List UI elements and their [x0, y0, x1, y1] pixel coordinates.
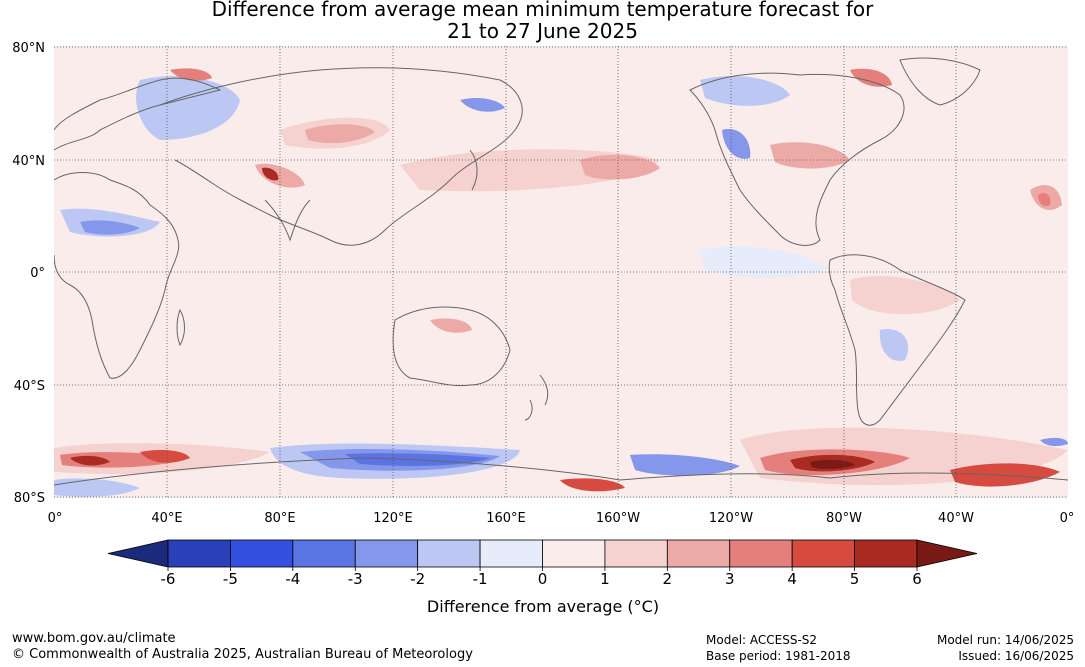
cool-anomaly-weddell — [54, 478, 140, 497]
colorbar-segment — [666, 539, 731, 568]
warm-anomaly-southern-ocean-west-core-2 — [140, 450, 190, 463]
lon-label-0-east: 0° — [1060, 511, 1075, 526]
colorbar-tick-label: -6 — [161, 570, 176, 588]
outline-australia — [392, 306, 511, 387]
colorbar-segment — [230, 539, 294, 568]
outline-africa — [54, 172, 180, 379]
outline-asia — [159, 67, 523, 246]
graticule — [54, 46, 1068, 498]
colorbar: -6 -5 -4 -3 -2 -1 0 1 2 3 4 5 6 Difference from avera… — [107, 539, 978, 616]
lon-label-120e: 120°E — [373, 511, 413, 526]
outline-south-america — [828, 254, 966, 426]
map-title-line-1: Difference from average mean minimum tem… — [211, 0, 874, 21]
warm-anomaly-north-pacific-core — [580, 154, 660, 180]
lon-label-80w: 80°W — [826, 511, 862, 526]
colorbar-segment — [479, 539, 543, 568]
model-name: Model: ACCESS-S2 — [706, 633, 818, 647]
colorbar-tick-label: -5 — [223, 570, 238, 588]
continent-outlines — [54, 57, 1068, 486]
outline-north-america — [689, 72, 905, 246]
lat-label-40s: 40°S — [14, 379, 45, 394]
colorbar-tick-label: 1 — [600, 570, 610, 588]
cool-anomaly-east-siberia — [460, 97, 505, 112]
lat-label-0: 0° — [30, 266, 45, 281]
colorbar-tick-label: 6 — [912, 570, 922, 588]
colorbar-segment — [791, 539, 855, 568]
colorbar-tick-label: -4 — [285, 570, 300, 588]
colorbar-extend-high — [916, 539, 978, 568]
lat-label-80s: 80°S — [14, 491, 45, 506]
warm-anomaly-greenland — [850, 68, 892, 87]
colorbar-segment — [542, 539, 606, 568]
colorbar-tick-label: -3 — [348, 570, 363, 588]
colorbar-segment — [854, 539, 918, 568]
colorbar-extend-low — [107, 539, 169, 568]
warm-anomaly-southern-ocean-west-core — [70, 455, 110, 466]
colorbar-segment — [292, 539, 356, 568]
warm-anomaly-north-australia — [430, 318, 472, 333]
longitude-labels: 0° 40°E 80°E 120°E 160°E 160°W 120°W 80°… — [48, 511, 1075, 526]
cool-anomaly-canada-west — [722, 129, 751, 159]
colorbar-segment — [417, 539, 481, 568]
base-period: Base period: 1981-2018 — [706, 649, 851, 663]
outline-new-zealand — [524, 374, 549, 421]
website-link[interactable]: www.bom.gov.au/climate — [12, 631, 176, 646]
warm-anomaly-ross-sea-north — [560, 478, 625, 492]
warm-anomaly-north-america — [770, 142, 850, 169]
lon-label-120w: 120°W — [709, 511, 753, 526]
cool-anomaly-siberia-west — [136, 76, 240, 140]
warm-anomaly-amazon — [850, 276, 960, 315]
lat-label-40n: 40°N — [12, 154, 45, 169]
outline-antarctica — [54, 457, 1068, 486]
colorbar-tick-label: 2 — [663, 570, 673, 588]
colorbar-label: Difference from average (°C) — [427, 597, 659, 616]
outline-greenland — [899, 57, 981, 106]
warm-anomaly-tibet-core — [262, 167, 279, 181]
model-run-date: Model run: 14/06/2025 — [936, 633, 1074, 647]
colorbar-segment — [354, 539, 419, 568]
colorbar-tick-label: -2 — [410, 570, 425, 588]
lon-label-40w: 40°W — [938, 511, 974, 526]
colorbar-segment — [729, 539, 793, 568]
lon-label-160e: 160°E — [486, 511, 526, 526]
cool-anomaly-south-atlantic — [1040, 437, 1068, 447]
cool-anomaly-south-america — [879, 329, 909, 361]
warm-anomaly-scandinavia — [170, 68, 212, 81]
outline-europe — [54, 77, 222, 151]
map-title-line-2: 21 to 27 June 2025 — [447, 19, 638, 43]
lon-label-80e: 80°E — [264, 511, 295, 526]
cool-anomaly-sahara-core — [80, 220, 140, 235]
copyright-notice: © Commonwealth of Australia 2025, Austra… — [12, 647, 473, 662]
map-panel — [54, 46, 1068, 498]
lat-label-80n: 80°N — [12, 41, 45, 56]
colorbar-tick-label: -1 — [473, 570, 488, 588]
colorbar-tick-label: 5 — [850, 570, 860, 588]
cool-anomaly-east-pacific — [700, 246, 830, 279]
outline-japan — [469, 149, 478, 191]
lon-label-160w: 160°W — [596, 511, 640, 526]
cool-anomaly-alaska — [700, 75, 790, 106]
latitude-labels: 80°N 40°N 0° 40°S 80°S — [12, 41, 45, 506]
anomaly-shading — [54, 68, 1068, 497]
issued-date: Issued: 16/06/2025 — [958, 649, 1074, 663]
colorbar-segment — [604, 539, 668, 568]
warm-anomaly-north-atlantic-core — [1038, 193, 1051, 206]
warm-anomaly-central-asia-core — [305, 124, 375, 144]
colorbar-tick-label: 3 — [725, 570, 735, 588]
colorbar-tick-label: 0 — [538, 570, 548, 588]
cool-anomaly-ross-sea — [630, 454, 740, 476]
outline-india — [264, 199, 311, 242]
lon-label-40e: 40°E — [151, 511, 182, 526]
lon-label-0-west: 0° — [48, 511, 63, 526]
outline-madagascar — [176, 308, 185, 347]
colorbar-tick-label: 4 — [787, 570, 797, 588]
colorbar-segment — [167, 539, 231, 568]
